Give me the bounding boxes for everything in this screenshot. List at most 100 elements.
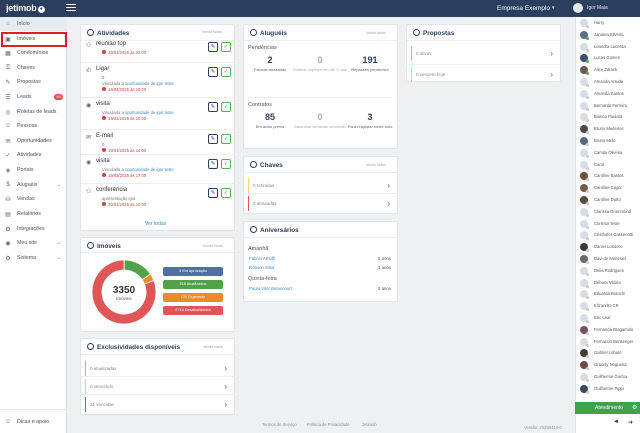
contact-item[interactable]: Daniel Londero [578,241,640,253]
birthday-person-link[interactable]: Paulo Vitor Betencourt [249,286,292,291]
terms-link[interactable]: Termos de Serviço [262,422,297,427]
sidebar-item-integrations[interactable]: ⚙ Integrações [0,222,67,236]
activity-item[interactable]: ◉ visita Vinculada a oportunidade de igor … [86,158,236,187]
status-row[interactable]: 0 ativas › [409,46,559,61]
edit-button[interactable]: ✎ [208,67,218,77]
filter-label[interactable]: Vendo todos [202,30,222,34]
contact-item[interactable]: Amanda Arruda [578,76,640,88]
status-pill[interactable]: 3 Em aprovação [163,267,223,276]
contact-item[interactable]: Caroline Dotto [578,194,640,206]
stat-value[interactable]: 3 [367,112,373,122]
birthday-person-link[interactable]: Fabrici Arbuffi [249,256,276,261]
filter-label[interactable]: Vendo todos [366,163,386,167]
contact-item[interactable]: Clarissa Drummond [578,206,640,218]
contact-item[interactable]: Elizandro CR [578,300,640,312]
logo[interactable]: jetimob ● [6,3,45,13]
sidebar-item-site[interactable]: ◉ Meu site ⌄ [0,236,67,250]
sidebar-item-proposal[interactable]: ✎ Propostas [0,75,67,89]
sidebar-item-reports[interactable]: ▤ Relatórios [0,207,67,221]
sidebar-item-portals[interactable]: ◈ Portais [0,163,67,177]
status-row[interactable]: 0 vencem hoje › [409,67,559,82]
contact-item[interactable]: Cristhofer Cassenotti [578,229,640,241]
complete-button[interactable]: ✓ [221,188,231,198]
user-name[interactable]: Igor Maia [587,5,608,11]
contact-item[interactable]: Amanda Santos [578,88,640,100]
contact-item[interactable]: Eduarda Branchi [578,288,640,300]
status-row[interactable]: 5 atrasadas › [246,196,396,211]
sidebar-item-leads[interactable]: ☰ Leads 99 [0,90,67,104]
contact-item[interactable]: Harry [578,17,640,29]
contact-item[interactable]: Alice Zdrack [578,64,640,76]
complete-button[interactable]: ✓ [221,159,231,169]
status-pill[interactable]: 518 Atualizados [163,280,223,289]
stat-value[interactable]: 0 [317,112,323,122]
status-row[interactable]: 31 vencidas › [83,397,233,412]
contact-item[interactable]: Bruno Medeiros [578,123,640,135]
contact-item[interactable]: Gracely Nogueira [578,359,640,371]
sidebar-item-activity[interactable]: ✓ Atividades [0,148,67,162]
contact-item[interactable]: Caroline Bastos [578,170,640,182]
contact-item[interactable]: Bruno Melo [578,135,640,147]
complete-button[interactable]: ✓ [221,102,231,112]
complete-button[interactable]: ✓ [221,67,231,77]
complete-button[interactable]: ✓ [221,134,231,144]
contact-item[interactable]: Guilherme Garcia [578,371,640,383]
sidebar-item-system[interactable]: ⚙ Sistema ⌄ [0,251,67,265]
contact-item[interactable]: Davi de Meneses [578,253,640,265]
sidebar-item-key[interactable]: ⚿ Chaves [0,61,67,75]
contact-item[interactable]: Eric Leal [578,312,640,324]
sidebar-item-sales[interactable]: ⛁ Vendas [0,192,67,206]
contact-item[interactable]: Corretor teste [578,218,640,230]
contact-item[interactable]: Bernardo Ferreira [578,100,640,112]
activity-item[interactable]: ◉ visita Vinculada a oportunidade de igor … [86,101,236,130]
edit-button[interactable]: ✎ [208,188,218,198]
activity-item[interactable]: ⚇ conferencia apresentação igor 20/03/2025 … [86,187,236,216]
chevron-down-icon[interactable]: ▾ [552,5,555,11]
stat-value[interactable]: 0 [317,55,323,65]
contact-item[interactable]: Guilherme Pippi [578,383,640,395]
status-pill[interactable]: 2710 Desatualizados [163,306,223,315]
complete-button[interactable]: ✓ [221,42,231,52]
company-selector[interactable]: Empresa Exemplo [497,5,551,12]
edit-button[interactable]: ✎ [208,159,218,169]
settings-icon[interactable]: ⚙ [632,405,638,411]
person-link[interactable]: igor teste [156,110,174,115]
status-row[interactable]: 0 vencendo › [83,379,233,394]
stat-value[interactable]: 85 [264,112,275,122]
privacy-link[interactable]: Política de Privacidade [307,422,350,427]
contact-item[interactable]: Delia Rodrigues [578,265,640,277]
contact-item[interactable]: Bianca Paulata [578,111,640,123]
contact-item[interactable]: Fernando Bensenger [578,336,640,348]
user-avatar[interactable] [573,3,583,13]
sidebar-item-roulette[interactable]: ◎ Roletas de leads [0,105,67,119]
filter-label[interactable]: Vendo todos [366,31,386,35]
person-link[interactable]: igor teste [156,167,174,172]
contact-item[interactable]: Lucas Gomes [578,52,640,64]
activity-item[interactable]: ✆ Ligar 0 Vinculada a oportunidade de igor … [86,66,236,95]
opportunity-link[interactable]: oportunidade [124,167,150,172]
contact-item[interactable]: Débora Vitória [578,277,640,289]
sidebar-item-opportunity[interactable]: ✉ Oportunidades [0,134,67,148]
person-link[interactable]: igor teste [156,81,174,86]
contact-item[interactable]: Camila Oliveira [578,147,640,159]
birthday-person-link[interactable]: Robson Silva [249,265,275,270]
donut-slice-desatualizados[interactable] [91,259,157,325]
activity-item[interactable]: ⚇ reunião top 19/03/2025 às 02:00 [86,41,236,70]
edit-button[interactable]: ✎ [208,42,218,52]
volume-icon[interactable]: ◄ [613,419,619,425]
sidebar-item-home[interactable]: ⌂ Início [0,17,67,31]
status-row[interactable]: 0 atualizadas › [83,361,233,376]
atendimento-bar[interactable]: Atendimento ⚙ [575,402,640,414]
filter-label[interactable]: Vendo todos [203,244,223,248]
help-link[interactable]: ☺ Dicas e apoio [0,415,67,429]
sidebar-item-people[interactable]: ☺ Pessoas [0,119,67,133]
opportunity-link[interactable]: oportunidade [124,110,150,115]
edit-button[interactable]: ✎ [208,134,218,144]
filter-label[interactable]: Vendo todos [203,345,223,349]
sidebar-item-condo[interactable]: ▦ Condomínios [0,46,67,60]
contact-item[interactable]: Gabriel Lobato [578,347,640,359]
brand-link[interactable]: Jetimob [362,422,377,427]
contact-item[interactable]: Leandra Lacerda [578,41,640,53]
status-row[interactable]: 0 retiradas › [246,178,396,193]
see-all-link[interactable]: Ver todas [145,221,167,227]
